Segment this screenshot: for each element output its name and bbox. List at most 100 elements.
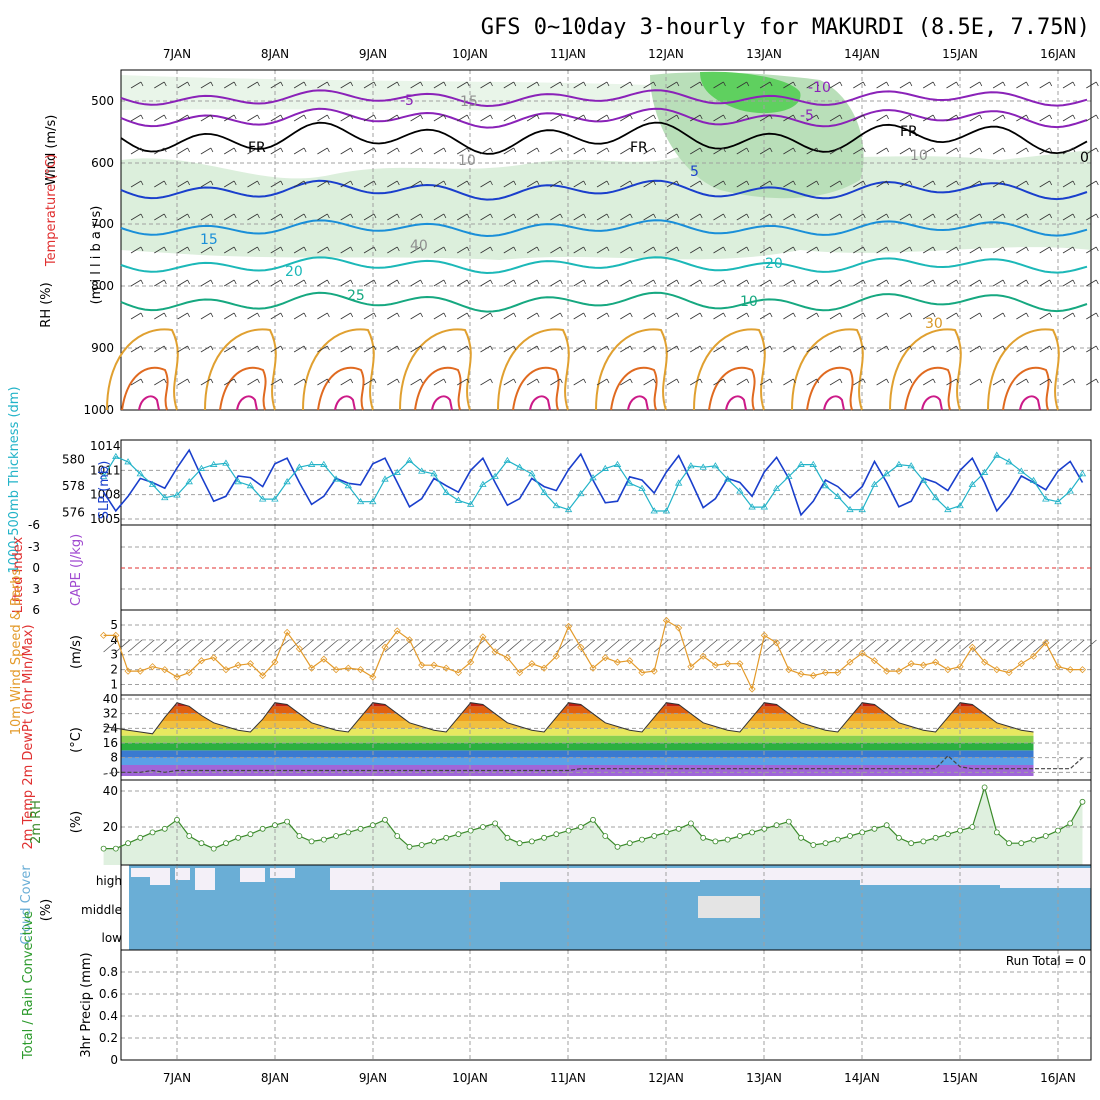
wind-barb-flag xyxy=(443,147,447,153)
wind-barb-flag xyxy=(862,345,866,351)
rh-point xyxy=(651,833,658,839)
wind-barb-flag xyxy=(396,81,400,87)
wind-barb-flag xyxy=(816,345,820,351)
wind-barb-10m xyxy=(433,639,449,653)
temp-band xyxy=(121,750,1034,758)
rh-point xyxy=(161,825,168,832)
wind-speed-point xyxy=(467,658,475,666)
wind-barb-flag xyxy=(699,378,703,384)
wind-barb-flag xyxy=(932,114,936,120)
wind-barb-flag xyxy=(210,312,214,318)
wind-barb xyxy=(270,180,282,188)
temperature-contour-30 xyxy=(219,366,267,411)
wind-barb-flag xyxy=(443,312,447,318)
wind-barb-flag xyxy=(396,378,400,384)
temperature-contour xyxy=(120,219,1088,238)
rh-point xyxy=(626,840,633,847)
wind-barb xyxy=(1016,378,1027,386)
wind-barb xyxy=(946,279,957,287)
wind-barb-10m xyxy=(715,639,730,653)
wind-barb xyxy=(480,180,491,188)
wind-barb-flag xyxy=(629,147,633,153)
temperature-contour-25 xyxy=(106,328,179,411)
wind-barb-10m xyxy=(445,639,461,653)
temp-band xyxy=(121,706,1034,714)
wind-barb-flag xyxy=(839,213,843,219)
wind-barb xyxy=(992,345,1004,353)
wind-barb-flag xyxy=(373,279,377,285)
wind-barb-flag xyxy=(163,114,167,120)
cloud-level-low: low xyxy=(102,931,123,945)
thickness-point xyxy=(944,505,952,513)
wind-barb-flag xyxy=(1026,246,1029,252)
wind-speed-point xyxy=(283,628,291,636)
wind-barb xyxy=(456,345,468,353)
wind-barb-10m xyxy=(409,639,424,653)
wind-barb-flag xyxy=(932,246,936,252)
wind-barb-flag xyxy=(653,81,656,87)
date-label-top: 9JAN xyxy=(359,47,387,61)
wind-barb xyxy=(177,114,188,122)
thickness-point xyxy=(907,462,915,469)
wind-barb-flag xyxy=(676,345,680,351)
wind-barb xyxy=(829,378,841,386)
rh-point xyxy=(100,845,107,852)
wind-barb-flag xyxy=(1072,180,1076,186)
wind-barb xyxy=(853,345,864,353)
wind-barb xyxy=(969,147,981,155)
wind-barb-flag xyxy=(187,246,190,252)
wind-barb-flag xyxy=(280,180,284,186)
wind-barb xyxy=(154,81,165,89)
wind-barb xyxy=(200,312,212,320)
wind-barb-flag xyxy=(839,378,843,384)
wind-barb xyxy=(899,213,911,221)
wind-barb-flag xyxy=(140,213,144,219)
wind-barb-flag xyxy=(862,114,866,120)
wind-barb xyxy=(783,246,794,254)
wind-barb-flag xyxy=(886,312,889,318)
wind-barb xyxy=(503,378,515,386)
wind-barb-flag xyxy=(373,147,377,153)
wind-barb xyxy=(410,312,421,320)
wind-speed-point xyxy=(564,622,573,630)
ylabel-rh2m: 2m RH xyxy=(29,800,44,844)
wind-barb xyxy=(596,246,608,254)
wind-barb xyxy=(666,213,678,221)
clear-sky-high xyxy=(150,868,170,885)
wind-barb-flag xyxy=(909,81,913,87)
wind-speed-point xyxy=(699,652,707,660)
wind-speed-point xyxy=(1017,660,1025,668)
wind-speed-point xyxy=(577,643,585,651)
wind-barb-flag xyxy=(350,312,354,318)
wind-barb xyxy=(759,312,771,320)
wind-barb xyxy=(829,246,841,254)
rh-point xyxy=(908,840,915,847)
wind-barb xyxy=(340,345,351,353)
wind-barb-flag xyxy=(187,213,190,219)
date-label-top: 13JAN xyxy=(746,47,782,61)
wind-barb-10m xyxy=(592,639,608,653)
wind-barb xyxy=(876,147,887,155)
wind-barb xyxy=(223,213,235,221)
wind-barb xyxy=(643,114,654,122)
wind-speed-point xyxy=(736,660,744,668)
wind-barb-flag xyxy=(1095,213,1099,219)
wind-barb xyxy=(456,81,468,89)
y-tick-label: 800 xyxy=(91,279,114,293)
wind-barb-flag xyxy=(956,213,959,219)
thickness-point xyxy=(564,505,573,513)
wind-barb xyxy=(783,114,794,122)
temperature-contour-25 xyxy=(987,328,1060,411)
thickness-point xyxy=(503,456,512,463)
temperature-contour-30 xyxy=(512,366,560,411)
wind-barb-flag xyxy=(909,246,913,252)
wind-barb-flag xyxy=(303,114,307,120)
wind-barb xyxy=(154,114,165,122)
wind-speed-point xyxy=(944,666,952,674)
rh-point xyxy=(492,820,499,827)
wind-barb xyxy=(247,378,258,386)
cloud-level-middle: middle xyxy=(81,903,122,917)
wind-barb xyxy=(223,246,235,254)
wind-barb xyxy=(596,345,608,353)
temperature-contour-25 xyxy=(889,328,962,411)
